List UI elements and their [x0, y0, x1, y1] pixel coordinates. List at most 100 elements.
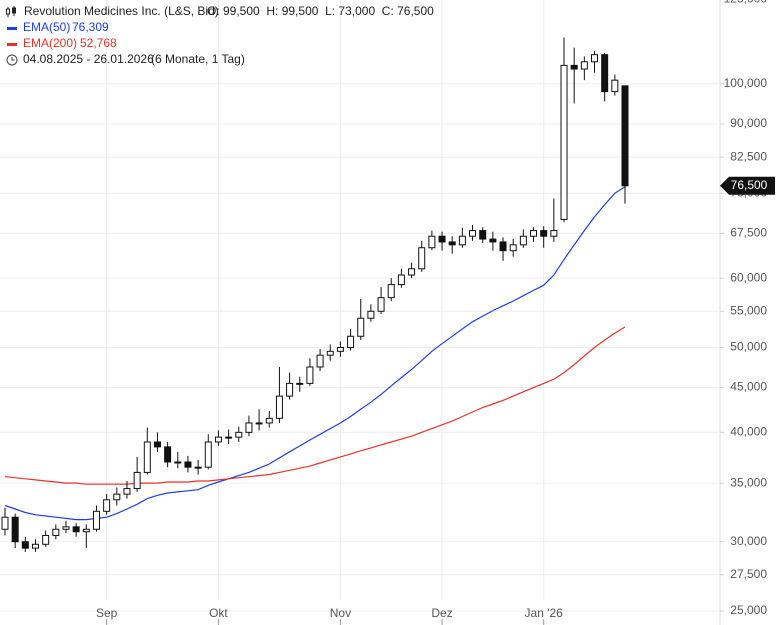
price-label: 76,500 [731, 178, 768, 192]
candle-body [591, 54, 599, 63]
plot-area [0, 0, 724, 625]
candle-body [31, 543, 39, 549]
candle-body [489, 238, 497, 243]
candle-body [509, 244, 517, 252]
candle-body [92, 510, 100, 530]
candle-body [428, 235, 436, 249]
candle-icon [6, 6, 16, 17]
x-tick-label: Nov [330, 606, 351, 620]
legend-label: EMA(200) [23, 36, 77, 50]
y-tick-label: 125,000 [724, 0, 768, 5]
candle-body [387, 284, 395, 299]
legend: Revolution Medicines Inc. (L&S, Bid) O: … [6, 4, 434, 66]
legend-value: 52,768 [80, 36, 117, 50]
candle-body [52, 528, 60, 536]
candle-body [184, 461, 192, 468]
candle-body [235, 431, 243, 438]
candle-body [21, 541, 29, 549]
candle-body [418, 247, 426, 270]
x-tick-label: Jan '26 [525, 606, 564, 620]
candle-body [479, 230, 487, 240]
candle-body [377, 297, 385, 312]
candle-body [611, 79, 619, 93]
y-tick-label: 27,500 [730, 567, 767, 581]
period-note: (6 Monate, 1 Tag) [151, 52, 245, 66]
candle-body [458, 235, 466, 246]
candle-body [601, 54, 609, 93]
y-tick-label: 67,500 [730, 226, 767, 240]
candle-body [225, 436, 233, 439]
y-tick-label: 45,000 [730, 380, 767, 394]
candle-body [255, 422, 263, 425]
candle-body [448, 241, 456, 246]
candle-body [357, 317, 365, 337]
candle-body [214, 436, 222, 443]
candle-body [550, 230, 558, 237]
y-tick-label: 30,000 [730, 534, 767, 548]
candle-body [286, 382, 294, 397]
candle-body [143, 441, 151, 473]
candle-body [306, 366, 314, 384]
candle-body [123, 488, 131, 495]
candle-body [103, 499, 111, 512]
candle-body [113, 493, 121, 501]
x-tick-label: Sep [96, 606, 118, 620]
candle-body [133, 471, 141, 490]
candle-body [469, 230, 477, 237]
candle-body [540, 230, 548, 237]
candle-body [296, 382, 304, 385]
candle-body [570, 64, 578, 70]
x-tick-label: Dez [431, 606, 452, 620]
legend-swatch [7, 27, 17, 30]
candle-body [11, 516, 19, 543]
candle-body [397, 274, 405, 286]
candle-body [347, 335, 355, 348]
candle-body [580, 61, 588, 70]
price-marker [720, 176, 775, 195]
quote: O: 99,500 H: 99,500 L: 73,000 C: 76,500 [207, 4, 434, 18]
y-tick-label: 100,000 [724, 76, 768, 90]
y-tick-label: 40,000 [730, 425, 767, 439]
y-tick-label: 90,000 [730, 116, 767, 130]
candle-body [438, 235, 446, 243]
candle-body [62, 526, 70, 530]
candle-body [408, 268, 416, 276]
ema-line [4, 326, 626, 485]
candle-body [153, 441, 161, 448]
legend-swatch [7, 43, 17, 46]
candle-body [336, 346, 344, 352]
ema-line [4, 186, 626, 521]
candle-body [174, 461, 182, 464]
candle-body [499, 241, 507, 252]
candle-body [204, 441, 212, 468]
candle-body [316, 354, 324, 368]
y-tick-label: 82,500 [730, 149, 767, 163]
candle-body [1, 516, 9, 530]
y-tick-label: 50,000 [730, 340, 767, 354]
period: 04.08.2025 - 26.01.2026 [23, 52, 154, 66]
candle-body [367, 310, 375, 319]
candle-body [275, 395, 283, 419]
candle-body [530, 230, 538, 237]
y-tick-label: 55,000 [730, 303, 767, 317]
y-tick-label: 25,000 [730, 603, 767, 617]
candle-body [560, 64, 568, 221]
clock-icon [6, 54, 18, 66]
candle-body [519, 235, 527, 246]
y-tick-label: 60,000 [730, 270, 767, 284]
candle-body [72, 526, 80, 533]
candle-body [245, 422, 253, 433]
x-tick-label: Okt [209, 606, 228, 620]
legend-value: 76,309 [72, 20, 109, 34]
instrument-name: Revolution Medicines Inc. (L&S, Bid) [24, 4, 219, 18]
clock-hand [11, 57, 15, 61]
candle-body [265, 417, 273, 424]
candle-body [326, 350, 334, 356]
candle-body [42, 534, 50, 545]
y-tick-label: 35,000 [730, 475, 767, 489]
candle-body [194, 466, 202, 469]
candle-body [82, 528, 90, 533]
candle-body [621, 85, 629, 187]
legend-label: EMA(50) [23, 20, 70, 34]
